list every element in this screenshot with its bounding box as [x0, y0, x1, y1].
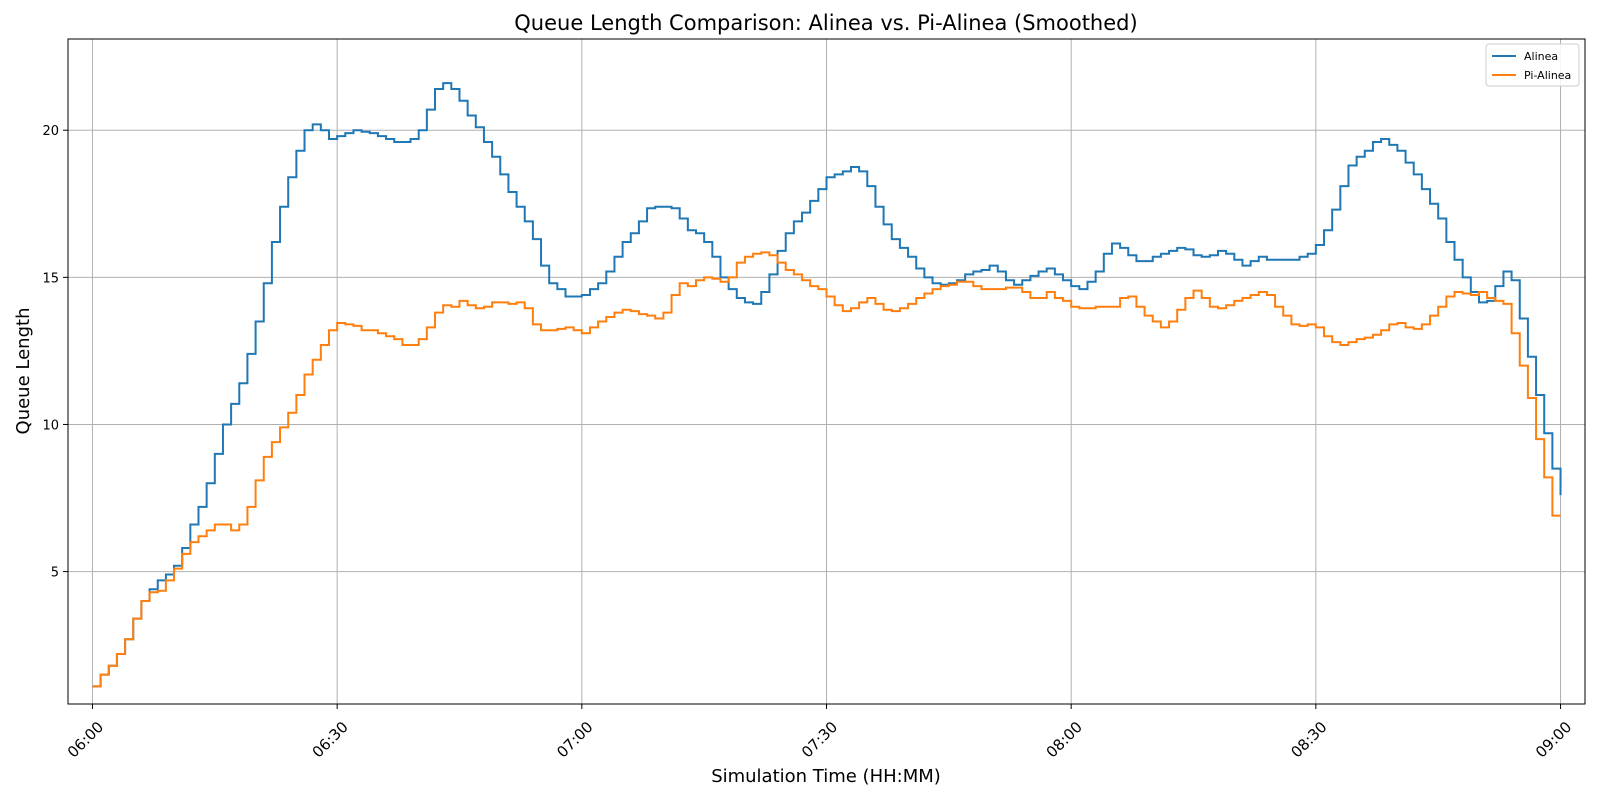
series-lines — [92, 82, 1562, 688]
legend: Alinea Pi-Alinea — [1485, 43, 1580, 87]
x-axis-label: Simulation Time (HH:MM) — [711, 766, 941, 787]
series-line-pi-alinea — [92, 251, 1561, 688]
y-tick-label: 10 — [42, 418, 59, 433]
legend-label-alinea: Alinea — [1524, 50, 1558, 63]
y-tick-label: 15 — [42, 271, 59, 286]
y-axis-label: Queue Length — [13, 308, 34, 435]
y-tick-label: 5 — [51, 566, 59, 581]
y-tick-label: 20 — [42, 124, 59, 139]
legend-label-pi-alinea: Pi-Alinea — [1524, 69, 1571, 82]
chart-title: Queue Length Comparison: Alinea vs. Pi-A… — [514, 11, 1137, 35]
series-line-alinea — [92, 82, 1562, 688]
